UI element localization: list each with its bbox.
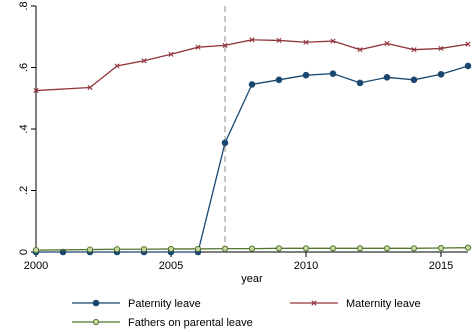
y-tick-label: 0 [18, 249, 30, 255]
series-fathers-on-parental-leave [32, 244, 472, 254]
series-paternity-leave [32, 62, 472, 256]
data-point [302, 71, 310, 79]
legend-item: Fathers on parental leave [72, 317, 253, 329]
data-point [248, 245, 256, 252]
data-point [411, 47, 417, 53]
x-tick-label: 2010 [294, 260, 318, 272]
data-point [92, 299, 100, 307]
data-point [194, 245, 202, 253]
series-group [32, 37, 472, 256]
legend-item: Maternity leave [290, 298, 421, 310]
data-point [464, 244, 472, 251]
data-point [32, 247, 40, 254]
legend-item: Paternity leave [72, 298, 201, 310]
data-point [114, 63, 120, 69]
data-point [302, 245, 310, 252]
series-line [36, 65, 469, 253]
data-point [437, 244, 445, 252]
data-point [33, 87, 39, 94]
data-point [356, 245, 364, 252]
data-point [86, 246, 94, 253]
x-axis-title: year [241, 273, 263, 285]
y-tick-label: .8 [18, 1, 30, 10]
x-tick-label: 2000 [24, 260, 48, 272]
data-point [140, 246, 148, 253]
y-tick-label: .2 [18, 186, 30, 195]
data-point [356, 79, 364, 87]
series-line [35, 39, 469, 92]
x-tick-label: 2015 [429, 260, 453, 272]
data-point [168, 51, 174, 57]
data-point [311, 300, 317, 306]
y-tick-label: .4 [18, 124, 30, 133]
data-point [383, 74, 391, 81]
data-point [275, 245, 283, 252]
data-point [303, 39, 309, 45]
data-point [249, 37, 255, 43]
data-point [330, 38, 336, 44]
data-point [465, 41, 471, 47]
data-point [87, 84, 93, 91]
data-point [383, 245, 391, 252]
axes: 0 .2 .4 .6 .8 2000 2005 2010 2015 year [18, 1, 468, 285]
data-point [113, 246, 121, 253]
legend-label: Fathers on parental leave [128, 317, 253, 329]
data-point [357, 47, 363, 53]
data-point [329, 245, 337, 252]
y-tick-label: .6 [18, 63, 30, 72]
data-point [276, 37, 282, 44]
data-point [92, 318, 100, 326]
data-point [248, 81, 256, 88]
data-point [167, 245, 175, 253]
data-point [410, 76, 418, 84]
data-point [410, 245, 418, 252]
data-point [464, 62, 472, 70]
data-point [222, 42, 228, 48]
data-point [221, 245, 229, 252]
data-point [275, 76, 283, 84]
data-point [195, 44, 201, 50]
x-tick-label: 2005 [159, 260, 183, 272]
data-point [329, 70, 337, 77]
legend-label: Maternity leave [346, 298, 421, 310]
legend: Paternity leave Maternity leave Fathers on… [72, 298, 421, 329]
data-point [141, 58, 147, 64]
data-point [438, 45, 444, 52]
data-point [384, 40, 390, 47]
series-maternity-leave [33, 37, 471, 94]
legend-label: Paternity leave [128, 298, 201, 310]
data-point [437, 70, 445, 78]
series-line [35, 247, 469, 251]
data-point [221, 139, 229, 147]
